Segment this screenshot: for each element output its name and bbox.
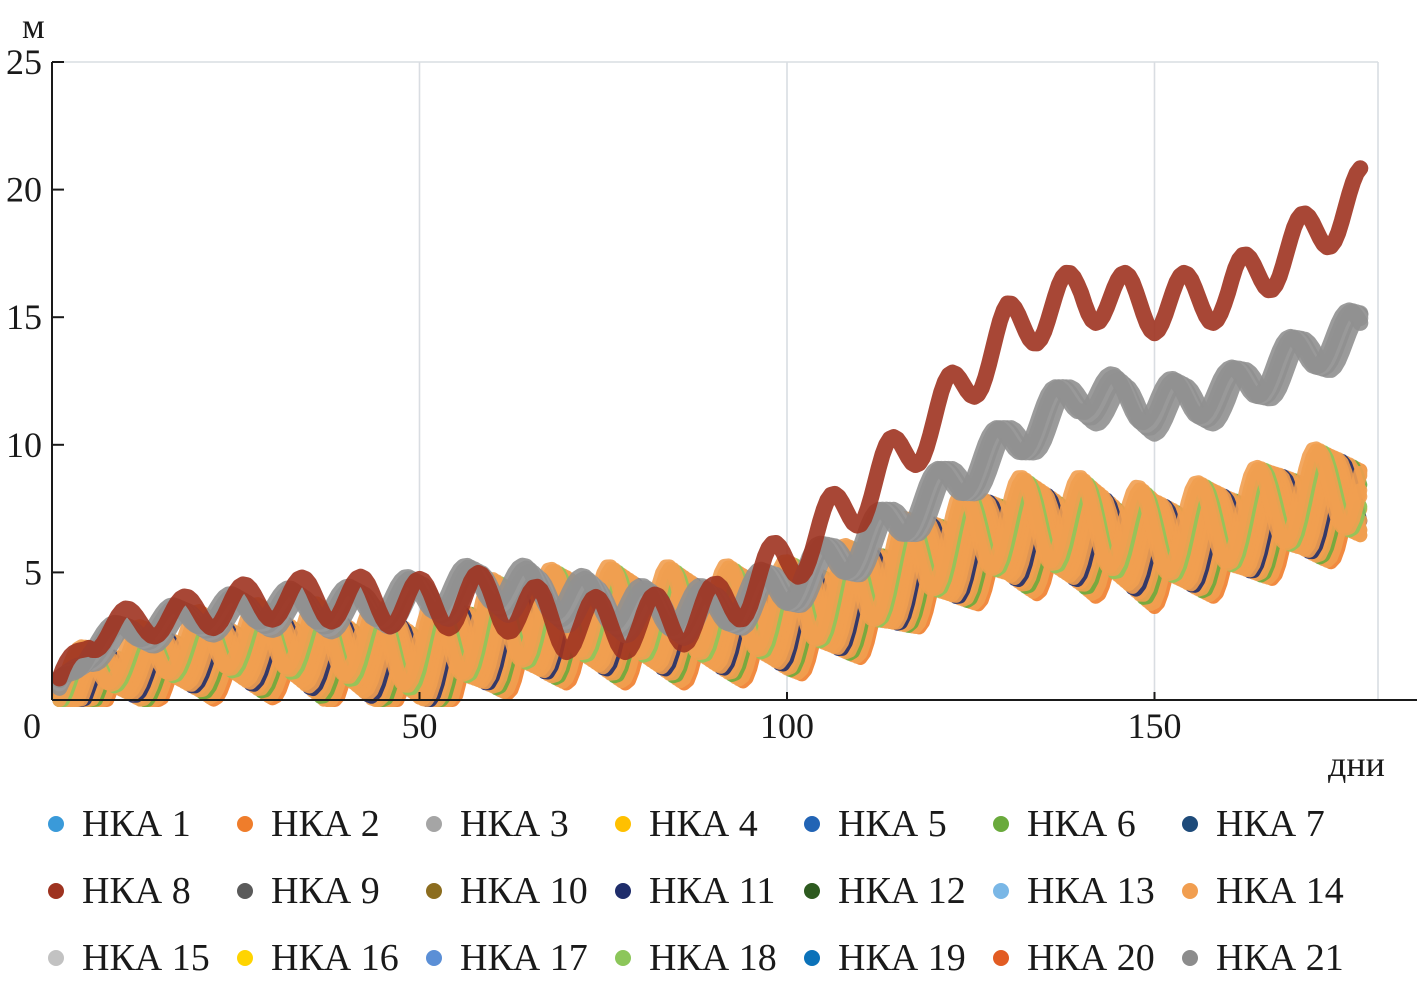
legend-item: НКА 21 xyxy=(1174,936,1363,980)
legend-label: НКА 8 xyxy=(82,869,191,912)
legend-marker xyxy=(1182,882,1198,899)
legend-marker xyxy=(237,815,253,832)
legend-label: НКА 5 xyxy=(838,802,947,845)
legend-item: НКА 10 xyxy=(418,869,607,913)
legend-row: НКА 15 НКА 16 НКА 17 НКА 18 НКА 19 НКА 20 НКА … xyxy=(40,924,1400,991)
legend-row: НКА 8 НКА 9 НКА 10 НКА 11 НКА 12 НКА 13 НКА 14 xyxy=(40,857,1400,924)
legend-marker xyxy=(615,949,631,966)
legend-item: НКА 17 xyxy=(418,936,607,980)
legend-row: НКА 1 НКА 2 НКА 3 НКА 4 НКА 5 НКА 6 НКА 7 xyxy=(40,790,1400,857)
legend-marker xyxy=(615,815,631,832)
y-tick-label: 20 xyxy=(6,170,42,210)
legend-label: НКА 12 xyxy=(838,869,966,912)
legend-item: НКА 2 xyxy=(229,802,418,846)
legend-item: НКА 9 xyxy=(229,869,418,913)
legend-marker xyxy=(993,815,1009,832)
legend-label: НКА 4 xyxy=(649,802,758,845)
legend-item: НКА 5 xyxy=(796,802,985,846)
legend-marker xyxy=(48,815,64,832)
legend-marker xyxy=(426,815,442,832)
legend-label: НКА 1 xyxy=(82,802,191,845)
legend-label: НКА 20 xyxy=(1027,936,1155,979)
legend-label: НКА 16 xyxy=(271,936,399,979)
legend-label: НКА 3 xyxy=(460,802,569,845)
legend-marker xyxy=(1182,815,1198,832)
legend-label: НКА 19 xyxy=(838,936,966,979)
legend-item: НКА 12 xyxy=(796,869,985,913)
legend-item: НКА 4 xyxy=(607,802,796,846)
x-tick-label: 150 xyxy=(1128,706,1182,746)
legend-item: НКА 8 xyxy=(40,869,229,913)
legend-marker xyxy=(237,949,253,966)
legend-item: НКА 11 xyxy=(607,869,796,913)
series-line xyxy=(51,160,1369,687)
legend-marker xyxy=(615,882,631,899)
legend-marker xyxy=(48,949,64,966)
legend-marker xyxy=(426,949,442,966)
legend-item: НКА 18 xyxy=(607,936,796,980)
legend-marker xyxy=(993,949,1009,966)
legend-label: НКА 2 xyxy=(271,802,380,845)
axes xyxy=(51,62,1417,701)
legend-label: НКА 6 xyxy=(1027,802,1136,845)
x-tick-label: 0 xyxy=(23,706,41,746)
data-series xyxy=(51,160,1369,707)
tick-labels: 0 50 100 150 5 10 15 20 25 xyxy=(6,42,1182,746)
legend-item: НКА 13 xyxy=(985,869,1174,913)
legend-item: НКА 14 xyxy=(1174,869,1363,913)
legend-marker xyxy=(804,815,820,832)
chart-area: 0 50 100 150 5 10 15 20 25 м дни xyxy=(6,6,1417,784)
legend-label: НКА 18 xyxy=(649,936,777,979)
y-tick-label: 5 xyxy=(24,552,42,592)
x-axis-label: дни xyxy=(1328,744,1385,784)
legend-label: НКА 9 xyxy=(271,869,380,912)
legend-label: НКА 13 xyxy=(1027,869,1155,912)
legend-item: НКА 19 xyxy=(796,936,985,980)
legend-item: НКА 20 xyxy=(985,936,1174,980)
legend-item: НКА 7 xyxy=(1174,802,1363,846)
legend-marker xyxy=(993,882,1009,899)
legend-item: НКА 15 xyxy=(40,936,229,980)
legend-label: НКА 14 xyxy=(1216,869,1344,912)
legend-marker xyxy=(426,882,442,899)
legend-label: НКА 17 xyxy=(460,936,588,979)
legend-marker xyxy=(237,882,253,899)
legend-item: НКА 6 xyxy=(985,802,1174,846)
legend-label: НКА 7 xyxy=(1216,802,1325,845)
y-axis-label: м xyxy=(22,6,45,46)
x-tick-label: 50 xyxy=(402,706,438,746)
legend-item: НКА 16 xyxy=(229,936,418,980)
legend-marker xyxy=(1182,949,1198,966)
legend-label: НКА 11 xyxy=(649,869,776,912)
y-tick-label: 15 xyxy=(6,297,42,337)
legend-marker xyxy=(48,882,64,899)
y-tick-label: 25 xyxy=(6,42,42,82)
legend-label: НКА 21 xyxy=(1216,936,1344,979)
x-tick-label: 100 xyxy=(760,706,814,746)
legend-label: НКА 15 xyxy=(82,936,210,979)
series-8 xyxy=(51,160,1369,687)
series-line xyxy=(52,441,1368,701)
legend-item: НКА 1 xyxy=(40,802,229,846)
legend: НКА 1 НКА 2 НКА 3 НКА 4 НКА 5 НКА 6 НКА 7 НКА 8… xyxy=(40,790,1400,991)
legend-marker xyxy=(804,949,820,966)
legend-marker xyxy=(804,882,820,899)
series-20 xyxy=(52,441,1368,701)
legend-label: НКА 10 xyxy=(460,869,588,912)
legend-item: НКА 3 xyxy=(418,802,607,846)
y-tick-label: 10 xyxy=(6,425,42,465)
